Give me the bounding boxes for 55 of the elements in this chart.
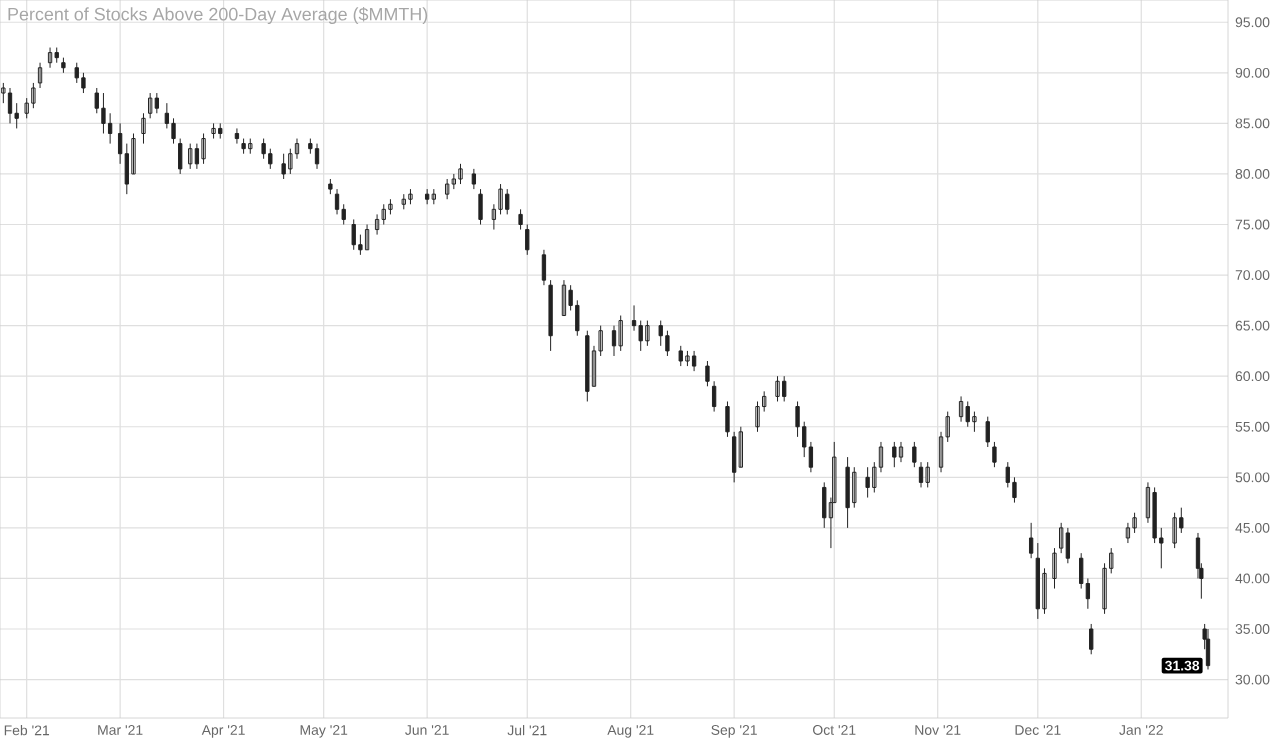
- candlestick: [685, 350, 690, 367]
- candlestick: [248, 138, 253, 155]
- candlestick: [925, 461, 930, 488]
- candlestick: [992, 441, 997, 468]
- candlestick: [691, 350, 697, 372]
- candlestick: [548, 279, 553, 352]
- candlestick: [54, 47, 59, 64]
- candlestick: [1089, 623, 1094, 655]
- candlestick: [898, 441, 904, 463]
- candlestick: [725, 400, 730, 438]
- candlestick: [1172, 512, 1177, 549]
- candlestick: [408, 188, 413, 205]
- chart-title: Percent of Stocks Above 200-Day Average ($MMTH): [8, 7, 428, 25]
- candlestick: [618, 315, 623, 352]
- candlestick: [645, 320, 650, 347]
- candlestick: [458, 163, 463, 185]
- candlestick: [351, 218, 356, 251]
- candlestick: [845, 456, 850, 529]
- candlestick: [188, 143, 193, 170]
- candlestick: [1052, 547, 1057, 590]
- candlestick: [7, 87, 13, 124]
- candlestick: [678, 345, 683, 367]
- candlestick: [585, 330, 590, 402]
- candlestick: [985, 416, 990, 448]
- candlestick: [431, 188, 436, 205]
- candlestick: [154, 92, 160, 114]
- candlestick: [444, 178, 450, 200]
- candlestick: [958, 395, 964, 423]
- candlestick: [541, 249, 547, 286]
- candlestick: [281, 153, 286, 180]
- candlestick: [424, 188, 430, 205]
- candlestick: [525, 224, 530, 256]
- candlestick: [47, 47, 53, 69]
- candlestick: [775, 375, 780, 402]
- candlestick: [478, 188, 483, 225]
- candlestick: [148, 92, 153, 119]
- candlestick: [1028, 522, 1034, 559]
- candlestick: [211, 122, 216, 140]
- candlestick: [865, 466, 870, 499]
- candlestick: [61, 57, 66, 74]
- candlestick: [218, 122, 223, 140]
- candlestick: [782, 375, 787, 402]
- candlestick: [892, 441, 897, 468]
- candlestick: [141, 112, 146, 145]
- candlestick: [314, 143, 320, 170]
- candlestick: [965, 400, 970, 428]
- candlestick: [1205, 628, 1211, 670]
- candlestick: [178, 138, 183, 175]
- candlestick: [505, 188, 510, 215]
- candlestick: [518, 208, 523, 231]
- candlestick: [471, 168, 477, 190]
- candlestick: [401, 193, 406, 210]
- candlestick: [201, 132, 206, 165]
- candlestick: [731, 431, 737, 483]
- candlestick: [1035, 542, 1040, 620]
